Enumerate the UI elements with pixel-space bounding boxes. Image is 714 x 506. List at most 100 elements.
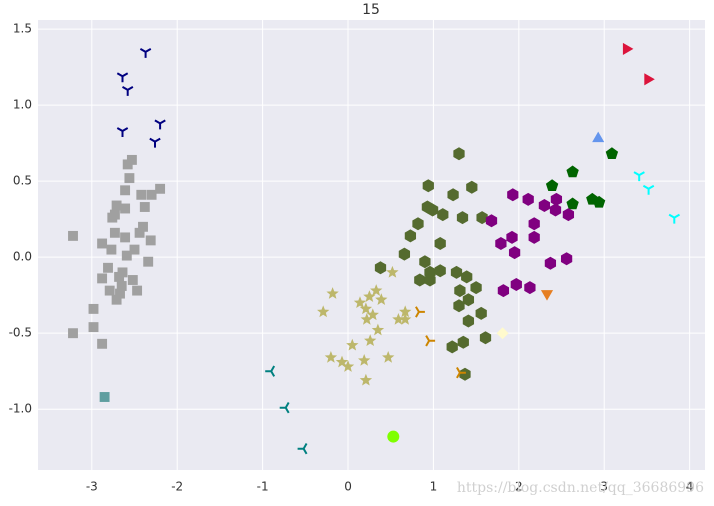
data-point — [97, 338, 108, 349]
data-point — [138, 221, 148, 232]
data-point — [154, 119, 166, 130]
data-point — [549, 203, 562, 217]
data-point — [668, 213, 680, 224]
data-point — [370, 284, 383, 296]
data-point — [605, 147, 619, 160]
data-point — [522, 192, 534, 206]
data-point — [404, 229, 417, 243]
data-point — [146, 189, 157, 200]
data-point — [457, 335, 469, 349]
data-point — [425, 335, 436, 347]
data-point — [644, 73, 655, 86]
data-point — [126, 154, 137, 165]
data-point — [88, 322, 99, 333]
x-tick-label: -2 — [171, 480, 183, 494]
data-point — [538, 199, 551, 212]
chart-title: 15 — [362, 2, 380, 18]
data-point — [360, 313, 373, 325]
data-point — [399, 305, 412, 318]
data-point — [434, 264, 446, 278]
data-point — [424, 273, 436, 287]
data-point — [412, 217, 424, 231]
data-point — [149, 137, 161, 148]
data-point — [434, 237, 446, 250]
data-point — [446, 340, 458, 354]
data-point — [120, 232, 131, 243]
data-point — [560, 252, 573, 266]
data-point — [496, 327, 509, 340]
data-point — [592, 195, 606, 208]
data-point — [392, 313, 405, 325]
data-point — [136, 189, 147, 200]
data-point — [375, 293, 388, 305]
data-point — [104, 285, 115, 296]
data-point — [121, 250, 132, 261]
data-point — [462, 293, 475, 307]
data-point — [506, 230, 518, 244]
data-point — [107, 212, 118, 223]
data-point — [99, 392, 110, 402]
data-point — [139, 202, 150, 212]
data-point — [155, 183, 166, 194]
y-tick-label: 0.5 — [13, 174, 32, 188]
data-point — [470, 281, 482, 295]
data-point — [346, 338, 359, 351]
data-point — [528, 230, 540, 244]
data-point — [382, 351, 395, 363]
data-point — [120, 203, 131, 214]
data-point — [265, 365, 276, 377]
data-point — [359, 302, 373, 315]
data-point — [475, 306, 487, 320]
data-point — [68, 328, 78, 339]
x-tick-label: 1 — [430, 480, 438, 494]
data-point — [508, 246, 521, 260]
data-point — [364, 334, 377, 347]
data-point — [450, 265, 463, 279]
data-point — [353, 296, 367, 309]
data-point — [462, 314, 475, 328]
data-point — [507, 188, 519, 202]
data-point — [358, 354, 371, 366]
data-point — [426, 203, 439, 217]
data-point — [544, 256, 557, 270]
y-tick-label: 0.0 — [13, 250, 32, 264]
data-point — [622, 42, 634, 55]
data-point — [447, 188, 459, 202]
data-point — [461, 270, 473, 284]
x-tick-label: -3 — [86, 480, 98, 494]
data-point — [124, 173, 135, 184]
data-point — [326, 287, 339, 299]
data-point — [510, 278, 522, 291]
data-point — [453, 299, 465, 313]
data-point — [540, 290, 554, 301]
data-point — [495, 237, 507, 250]
data-point — [132, 285, 143, 296]
data-point — [127, 275, 138, 285]
data-point — [476, 211, 488, 225]
data-point — [456, 211, 469, 225]
data-point — [545, 179, 559, 191]
data-point — [642, 184, 655, 195]
data-point — [97, 238, 108, 249]
y-tick-label: -0.5 — [9, 326, 32, 340]
data-point — [116, 281, 127, 291]
data-point — [106, 244, 117, 255]
data-point — [317, 305, 330, 318]
data-point — [116, 72, 129, 83]
watermark: https://blog.csdn.net/qq_36686996 — [457, 480, 704, 496]
data-point — [592, 131, 605, 143]
data-point — [459, 367, 471, 381]
data-point — [453, 147, 465, 161]
data-point — [528, 217, 540, 231]
data-point — [562, 208, 575, 222]
data-point — [97, 273, 108, 284]
x-tick-label: 3 — [600, 480, 608, 494]
data-point — [111, 200, 122, 211]
data-point — [120, 185, 131, 196]
data-point — [117, 267, 128, 278]
data-point — [422, 179, 434, 193]
data-point — [88, 303, 99, 314]
data-point — [524, 281, 536, 295]
data-point — [122, 86, 134, 96]
data-point — [414, 273, 426, 287]
